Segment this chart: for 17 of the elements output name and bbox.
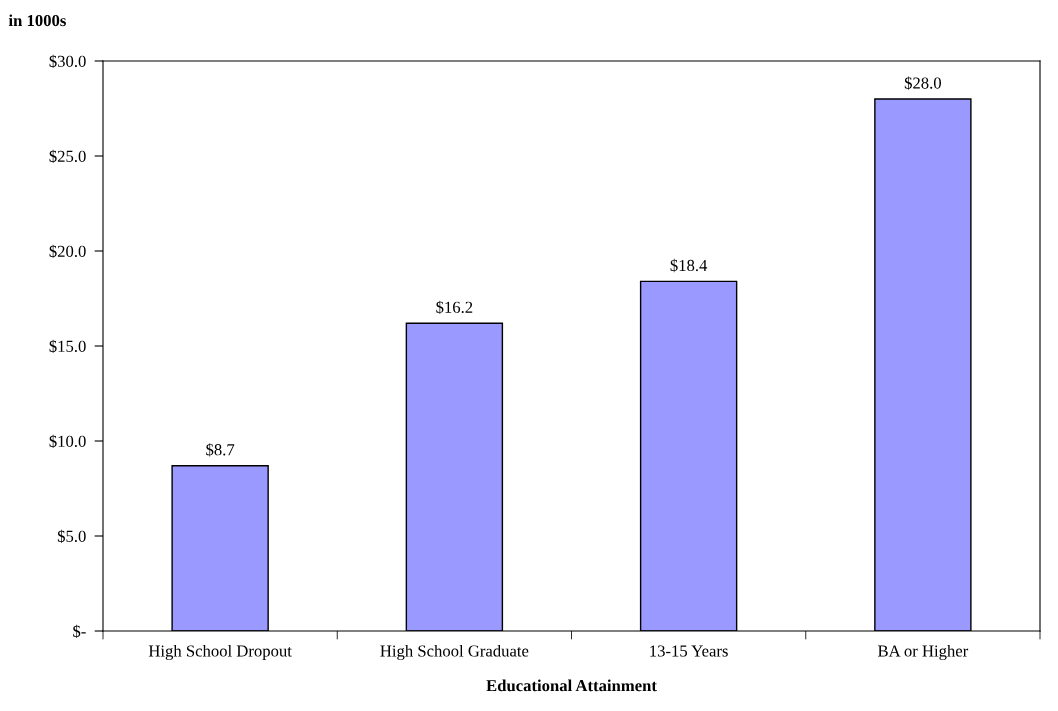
y-tick-label: $15.0: [49, 339, 86, 354]
data-label: $28.0: [904, 76, 941, 90]
y-tick-label: $30.0: [49, 54, 86, 69]
y-tick-label: $20.0: [49, 244, 86, 259]
x-tick-label: 13-15 Years: [650, 645, 728, 657]
x-tick-label: BA or Higher: [877, 644, 969, 661]
y-tick-label: $25.0: [49, 149, 86, 164]
x-tick-label: High School Graduate: [380, 644, 529, 661]
y-tick-label: $-: [73, 624, 86, 639]
data-label: $8.7: [206, 443, 235, 457]
y-axis-title: in 1000s: [8, 14, 66, 27]
data-label: $18.4: [670, 258, 708, 273]
data-label: $16.2: [436, 300, 473, 314]
y-tick-label: $5.0: [57, 529, 86, 544]
y-tick-label: $10.0: [49, 434, 86, 449]
x-axis-title: Educational Attainment: [486, 679, 657, 692]
x-tick-label: High School Dropout: [148, 644, 292, 661]
